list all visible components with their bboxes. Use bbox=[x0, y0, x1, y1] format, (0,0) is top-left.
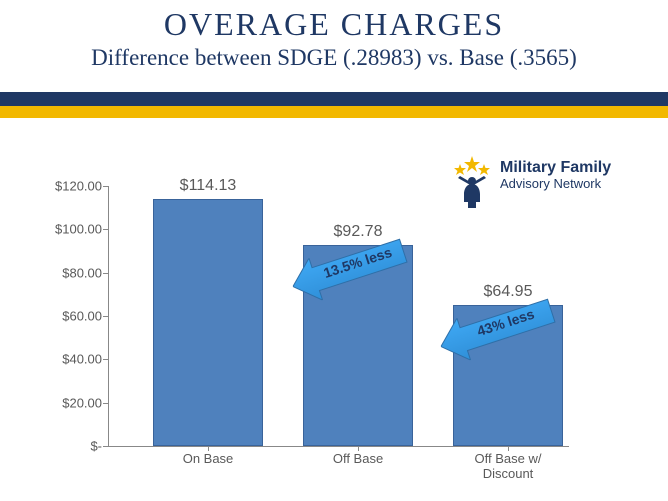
stars-icon bbox=[454, 156, 490, 175]
y-tick-label: $20.00 bbox=[30, 395, 102, 410]
bar bbox=[453, 305, 563, 446]
y-tick-mark bbox=[103, 359, 108, 360]
logo-line-1: Military Family bbox=[500, 160, 611, 177]
slide-title: OVERAGE CHARGES bbox=[0, 6, 668, 43]
overage-chart: $- $20.00 $40.00 $60.00 $80.00 $100.00 $120.00… bbox=[30, 176, 590, 486]
x-category-label: Off Base w/Discount bbox=[438, 452, 578, 482]
bar bbox=[303, 245, 413, 446]
slide: OVERAGE CHARGES Difference between SDGE … bbox=[0, 6, 668, 501]
y-tick-label: $- bbox=[30, 439, 102, 454]
y-tick-label: $60.00 bbox=[30, 309, 102, 324]
y-tick-label: $120.00 bbox=[30, 179, 102, 194]
bar-value-label: $92.78 bbox=[334, 223, 383, 241]
y-tick-label: $40.00 bbox=[30, 352, 102, 367]
bar bbox=[153, 199, 263, 446]
y-tick-mark bbox=[103, 229, 108, 230]
x-category-label: On Base bbox=[138, 452, 278, 467]
y-tick-label: $100.00 bbox=[30, 222, 102, 237]
slide-subtitle: Difference between SDGE (.28983) vs. Bas… bbox=[0, 45, 668, 71]
divider-band-gold bbox=[0, 106, 668, 118]
bar-value-label: $114.13 bbox=[180, 177, 237, 195]
y-tick-mark bbox=[103, 446, 108, 447]
y-tick-mark bbox=[103, 403, 108, 404]
y-tick-mark bbox=[103, 273, 108, 274]
x-tick-mark bbox=[358, 446, 359, 451]
x-tick-mark bbox=[208, 446, 209, 451]
y-tick-mark bbox=[103, 316, 108, 317]
y-tick-label: $80.00 bbox=[30, 265, 102, 280]
bar-value-label: $64.95 bbox=[484, 283, 533, 301]
y-tick-mark bbox=[103, 186, 108, 187]
x-category-label: Off Base bbox=[288, 452, 428, 467]
x-tick-mark bbox=[508, 446, 509, 451]
